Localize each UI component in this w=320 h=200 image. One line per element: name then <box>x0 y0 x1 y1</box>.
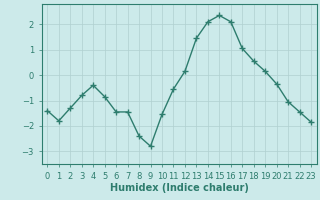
X-axis label: Humidex (Indice chaleur): Humidex (Indice chaleur) <box>110 183 249 193</box>
